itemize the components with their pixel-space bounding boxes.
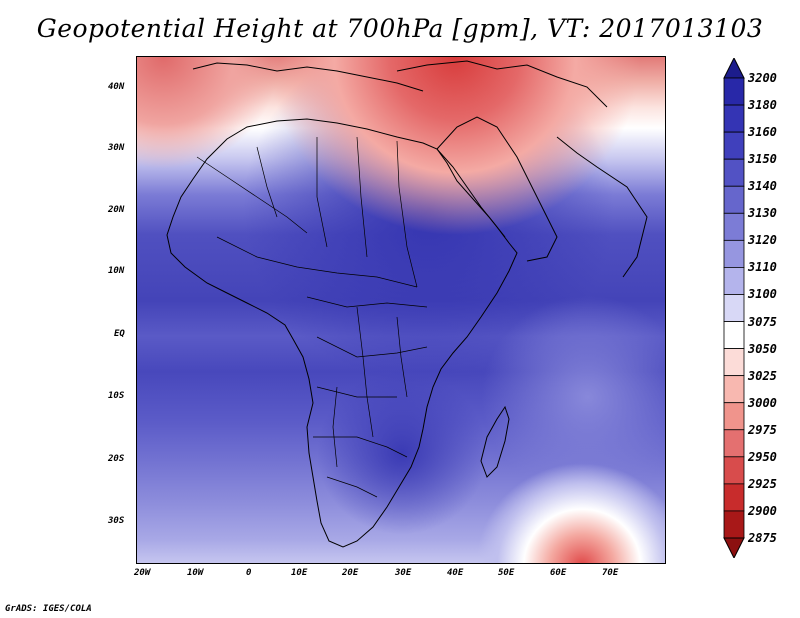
lon-tick-label: 10W [187,568,204,578]
lon-tick-label: 10E [291,568,308,578]
colorbar-level-label: 3025 [748,368,777,383]
colorbar-swatch [723,104,745,133]
lat-tick-label: 30N [108,143,125,153]
colorbar-swatch [723,456,745,485]
colorbar-level-label: 2875 [748,531,777,545]
colorbar-swatch [723,483,745,512]
colorbar-top-arrow [723,58,745,79]
colorbar [723,58,745,558]
colorbar-level-label: 2950 [748,449,777,464]
colorbar-swatch [723,131,745,160]
country-borders [196,136,428,498]
colorbar-swatch [723,375,745,404]
colorbar-swatch [723,510,745,539]
colorbar-level-label: 3075 [748,314,777,329]
southern-ocean-low [137,57,665,563]
colorbar-swatch [723,402,745,431]
colorbar-swatch [723,429,745,458]
colorbar-swatch [723,77,745,106]
lon-tick-label: 70E [602,568,619,578]
colorbar-swatch [723,294,745,322]
lat-tick-label: 10S [108,391,125,401]
lat-tick-label: 30S [108,516,125,526]
lat-tick-label: 10N [108,266,125,276]
lat-tick-label: 20S [108,454,125,464]
lon-tick-label: 30E [395,568,412,578]
colorbar-level-label: 3140 [748,179,777,194]
map-panel [136,56,666,564]
colorbar-level-label: 3150 [748,152,777,167]
lon-tick-label: 20W [134,568,151,578]
credit-text: GrADS: IGES/COLA [5,604,92,614]
coastlines [166,60,648,548]
colorbar-level-label: 3180 [748,98,777,113]
colorbar-swatch [723,185,745,214]
lon-tick-label: 60E [550,568,567,578]
colorbar-level-label: 3130 [748,206,777,221]
colorbar-swatch [723,348,745,377]
colorbar-swatch [723,212,745,241]
colorbar-swatch [723,158,745,187]
colorbar-level-label: 3200 [748,71,777,85]
lon-tick-label: 20E [342,568,359,578]
colorbar-swatch [723,239,745,268]
lon-tick-label: 40E [447,568,464,578]
colorbar-swatch [723,321,745,349]
lon-tick-label: 50E [498,568,515,578]
colorbar-level-label: 3100 [748,287,777,302]
colorbar-level-label: 2975 [748,422,777,437]
lat-tick-label: EQ [114,329,125,339]
colorbar-level-label: 3000 [748,395,777,410]
colorbar-level-label: 3160 [748,125,777,140]
lon-tick-label: 0 [246,568,252,578]
colorbar-level-label: 3050 [748,341,777,356]
colorbar-swatch [723,267,745,295]
colorbar-level-label: 2900 [748,503,777,518]
lat-tick-label: 40N [108,82,125,92]
geopotential-map [137,57,665,563]
colorbar-level-label: 3120 [748,233,777,248]
colorbar-level-label: 3110 [748,260,777,275]
lat-tick-label: 20N [108,205,125,215]
chart-title: Geopotential Height at 700hPa [gpm], VT:… [36,14,764,43]
colorbar-bottom-arrow [723,537,745,558]
colorbar-level-label: 2925 [748,476,777,491]
